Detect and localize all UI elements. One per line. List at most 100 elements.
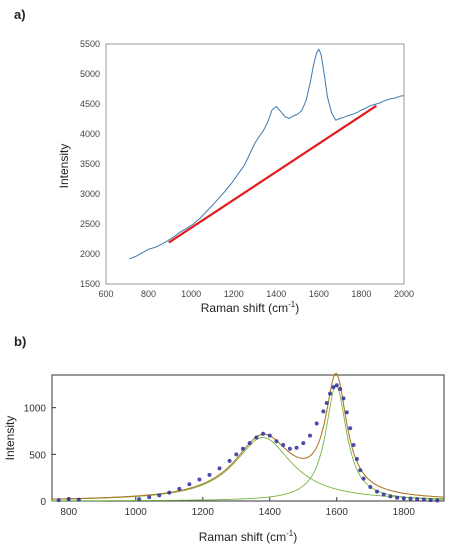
y-tick-label-a: 5500 xyxy=(80,39,100,49)
data-point xyxy=(217,466,222,471)
x-tick-label-b: 1200 xyxy=(192,507,215,518)
data-point xyxy=(240,446,245,451)
x-tick-label-a: 1000 xyxy=(181,289,201,299)
data-point xyxy=(267,433,272,438)
x-tick-labels-a: 600 800 1000 1200 1400 1600 1800 2000 xyxy=(98,289,414,299)
baseline-line xyxy=(168,104,377,244)
data-point xyxy=(395,495,400,500)
data-point xyxy=(344,410,349,415)
y-tick-labels-a: 1500 2000 2500 3000 3500 4000 4500 5000 5500 xyxy=(80,39,100,289)
data-point xyxy=(177,486,182,491)
panel-label-a: a) xyxy=(14,7,26,22)
x-tick-label-b: 1400 xyxy=(259,507,282,518)
x-tick-label-a: 1800 xyxy=(351,289,371,299)
data-point xyxy=(287,446,292,451)
y-tick-label-b: 0 xyxy=(40,497,46,508)
data-point xyxy=(348,426,353,431)
data-point xyxy=(294,445,299,450)
data-point xyxy=(187,482,192,487)
plot-frame-a xyxy=(105,43,405,285)
series-group-a xyxy=(129,48,405,260)
data-point xyxy=(334,383,339,388)
data-point xyxy=(147,495,152,500)
data-point xyxy=(435,498,440,503)
y-tick-label-b: 1000 xyxy=(24,404,47,415)
data-point xyxy=(314,421,319,426)
data-point xyxy=(428,498,433,503)
data-point xyxy=(374,489,379,494)
data-point xyxy=(381,492,386,497)
x-tick-label-a: 1200 xyxy=(224,289,244,299)
x-tick-label-a: 2000 xyxy=(394,289,414,299)
data-point xyxy=(76,497,81,502)
data-point xyxy=(137,497,142,502)
data-point xyxy=(247,441,252,446)
data-point xyxy=(354,457,359,461)
component-curve-2 xyxy=(52,384,444,502)
data-point xyxy=(254,435,259,440)
plot-frame-b xyxy=(51,374,445,502)
data-point xyxy=(301,441,306,446)
data-point xyxy=(227,458,232,463)
x-tick-label-b: 800 xyxy=(60,507,77,518)
x-tick-label-a: 1600 xyxy=(309,289,329,299)
chart-panel-b: b) 0 500 1000 800 1000 1200 1400 1600 1800 Inte… xyxy=(3,334,445,544)
x-axis-label-a-sup: -1 xyxy=(288,300,296,309)
data-point xyxy=(307,433,312,438)
y-tick-label-a: 4500 xyxy=(80,99,100,109)
data-point xyxy=(331,385,336,390)
y-axis-label-a: Intensity xyxy=(57,144,71,189)
data-point xyxy=(274,439,279,444)
x-axis-label-b-sup: -1 xyxy=(286,529,294,538)
x-axis-label-b-end: ) xyxy=(293,530,297,544)
y-tick-label-a: 4000 xyxy=(80,129,100,139)
x-tick-label-b: 1600 xyxy=(326,507,349,518)
x-tick-label-a: 1400 xyxy=(266,289,286,299)
x-tick-labels-b: 800 1000 1200 1400 1600 1800 xyxy=(60,497,415,518)
data-point xyxy=(421,497,426,502)
x-tick-label-b: 1000 xyxy=(125,507,148,518)
x-axis-label-b-main: Raman shift (cm xyxy=(199,530,286,544)
data-point xyxy=(328,391,333,396)
series-group-b xyxy=(51,372,444,503)
y-tick-label-a: 1500 xyxy=(80,279,100,289)
data-point xyxy=(281,443,286,447)
y-axis-label-b: Intensity xyxy=(3,416,17,461)
chart-panel-a: a) 150020002500300035004000450050005500 … xyxy=(14,7,414,315)
y-tick-label-a: 2500 xyxy=(80,219,100,229)
data-point xyxy=(157,493,162,498)
x-axis-label-a-main: Raman shift (cm xyxy=(201,301,288,315)
data-point xyxy=(56,498,61,503)
data-point xyxy=(207,472,212,477)
x-tick-label-a: 600 xyxy=(98,289,113,299)
y-tick-labels-b: 0 500 1000 xyxy=(24,404,56,508)
data-point xyxy=(261,431,266,436)
data-point xyxy=(358,468,363,473)
fit-envelope xyxy=(51,372,444,500)
data-point xyxy=(408,496,413,501)
data-point xyxy=(401,496,406,501)
data-point xyxy=(415,497,420,502)
x-tick-label-a: 800 xyxy=(141,289,156,299)
data-point xyxy=(234,452,239,457)
data-point xyxy=(368,485,373,489)
data-point xyxy=(388,494,393,499)
y-tick-label-a: 3500 xyxy=(80,159,100,169)
data-point xyxy=(321,409,326,414)
spectrum-line xyxy=(129,48,405,260)
data-point xyxy=(66,497,71,502)
data-point xyxy=(167,490,172,495)
y-tick-label-a: 3000 xyxy=(80,189,100,199)
data-point xyxy=(361,476,366,481)
x-axis-label-a-end: ) xyxy=(295,301,299,315)
x-axis-label-a: Raman shift (cm-1) xyxy=(201,300,299,315)
data-point xyxy=(351,443,356,447)
y-tick-label-a: 5000 xyxy=(80,69,100,79)
x-axis-label-b: Raman shift (cm-1) xyxy=(199,529,297,544)
data-point xyxy=(338,387,343,391)
y-tick-label-a: 2000 xyxy=(80,249,100,259)
data-point xyxy=(197,477,202,482)
y-tick-label-b: 500 xyxy=(29,450,46,461)
data-point xyxy=(341,396,346,401)
